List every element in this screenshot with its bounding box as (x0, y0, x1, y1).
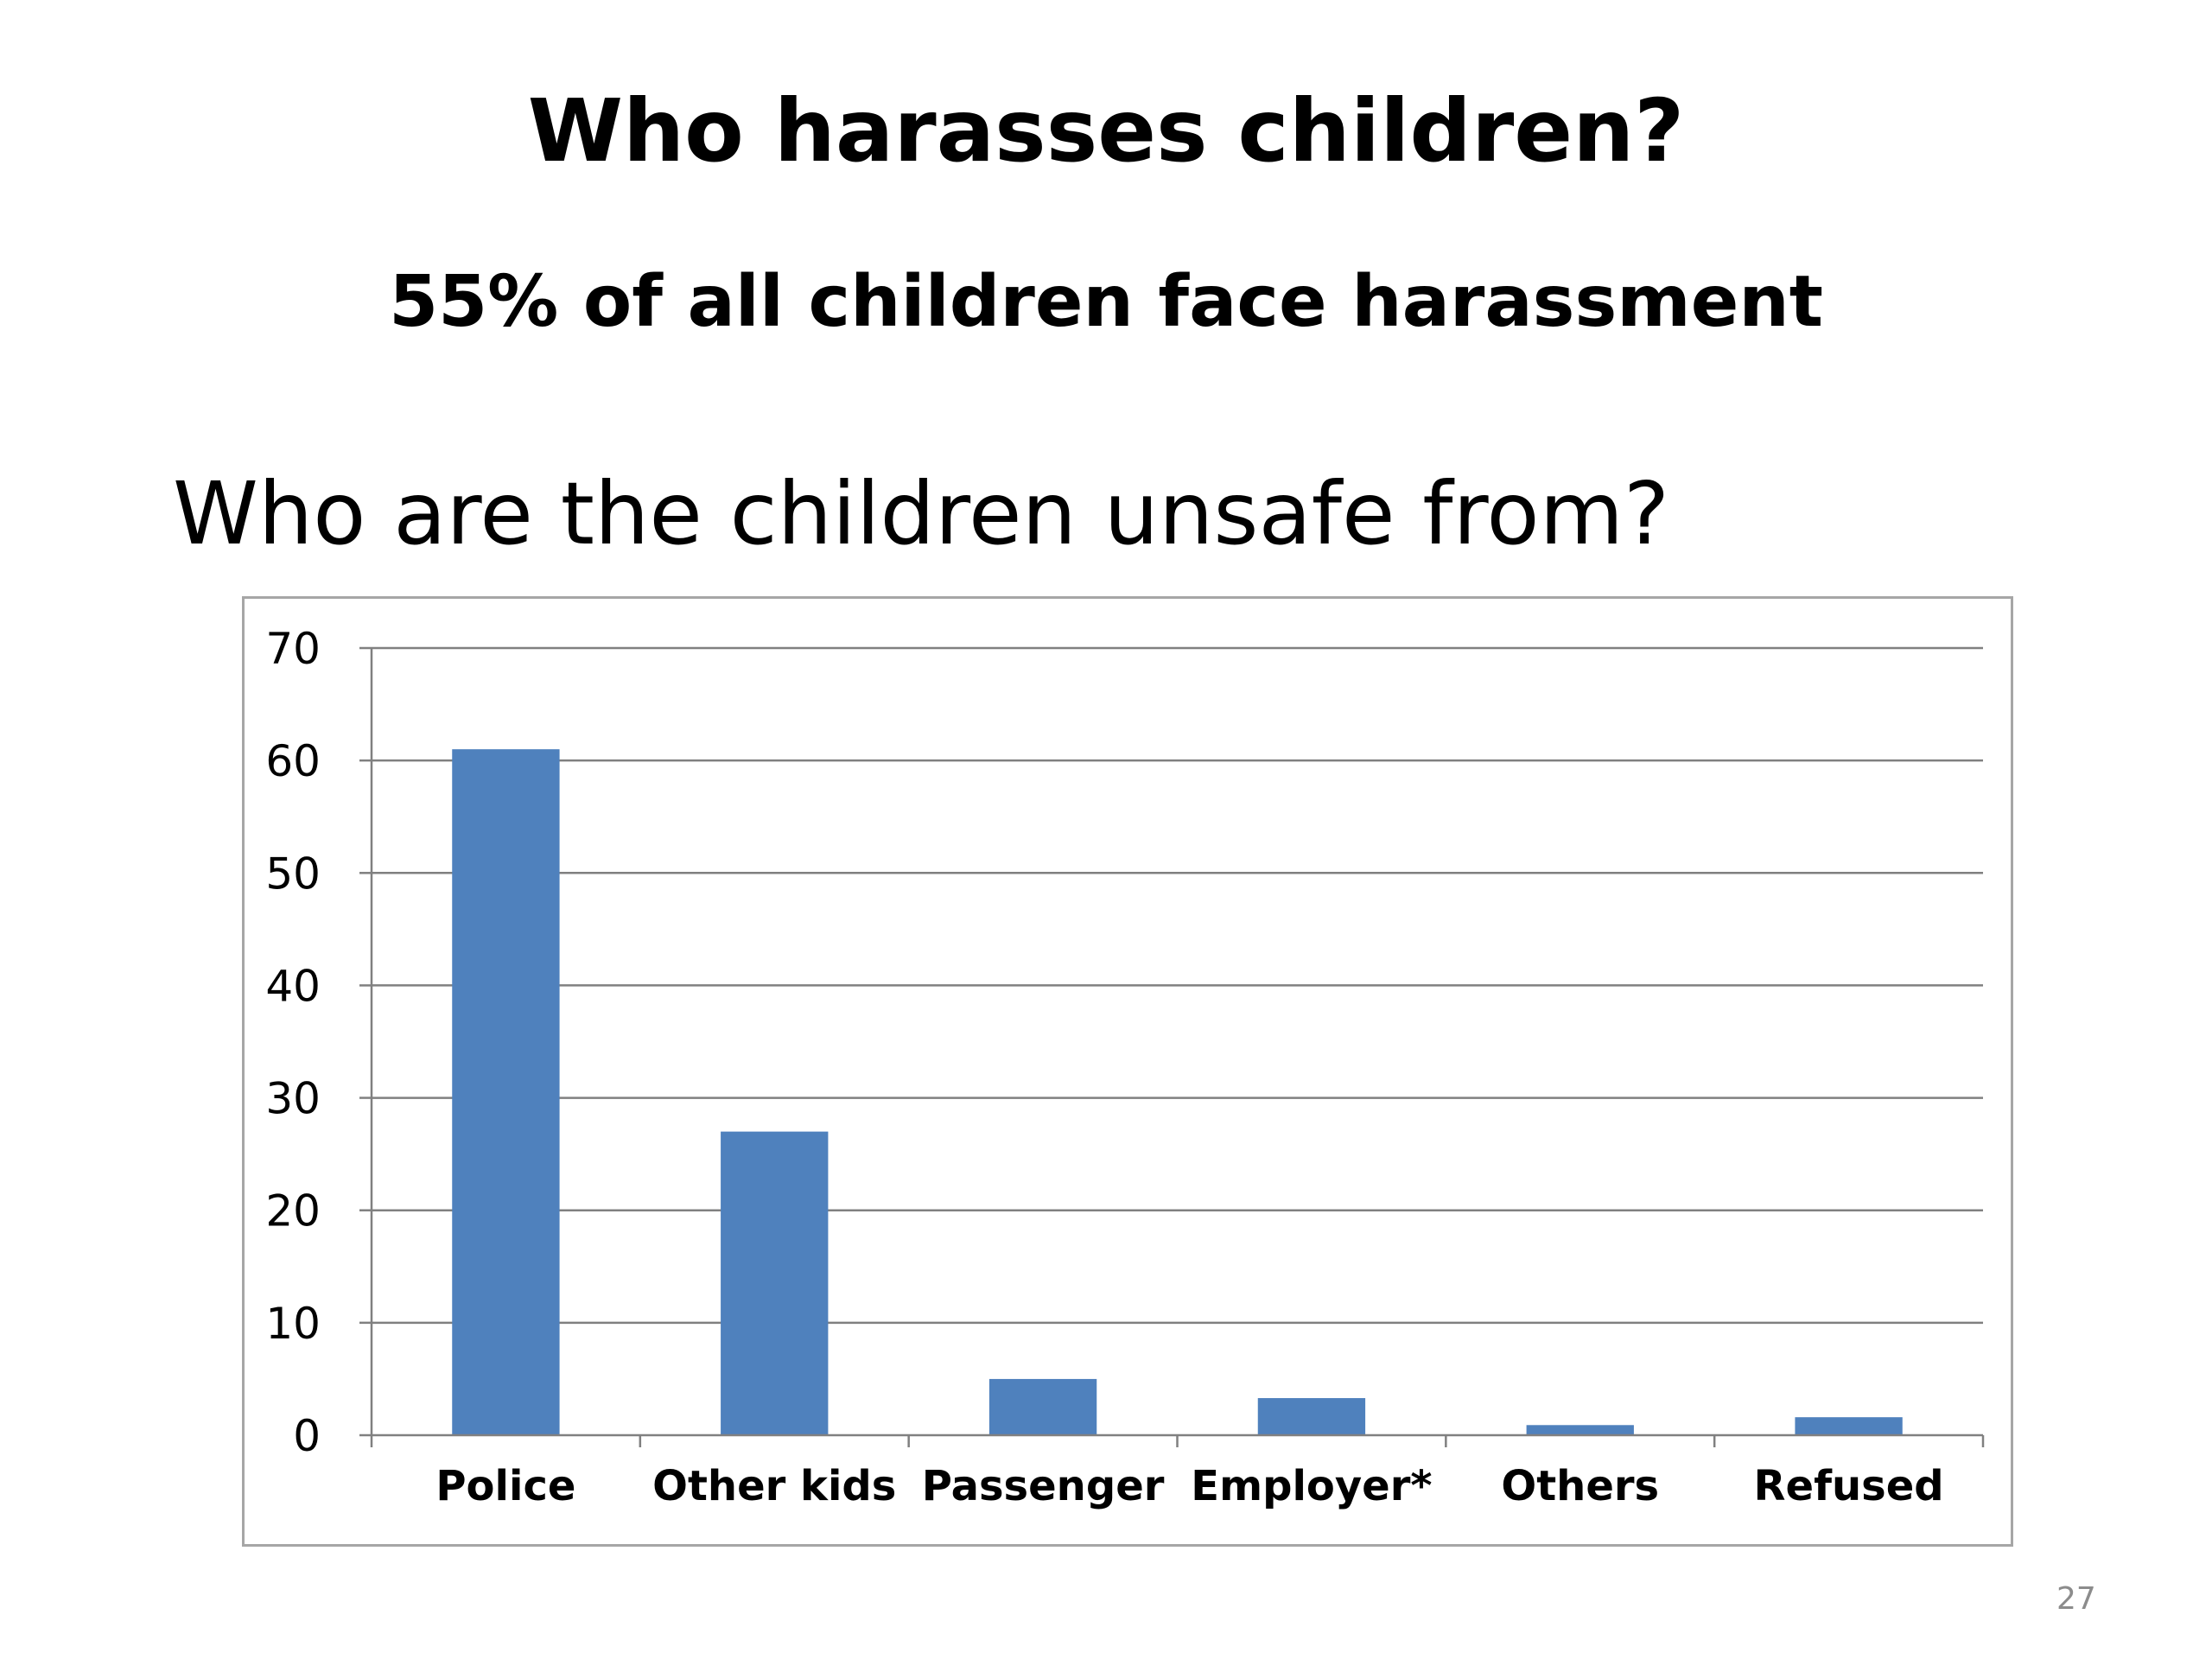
chart-area: 0 10 20 30 40 50 60 70 Police Other kids Passenger… (242, 596, 2013, 1547)
bar-employer (1257, 1398, 1366, 1435)
y-tick-label: 0 (293, 1411, 321, 1461)
x-category-label: Refused (1754, 1462, 1944, 1510)
bar-chart: 0 10 20 30 40 50 60 70 Police Other kids Passenger… (265, 624, 1985, 1510)
bar-passenger (988, 1378, 1097, 1435)
gridlines (372, 646, 1983, 1325)
slide-subtitle: 55% of all children face harassment (389, 261, 1823, 343)
x-category-label: Police (435, 1462, 575, 1510)
y-tick-label: 60 (265, 736, 321, 786)
x-category-label: Passenger (922, 1462, 1165, 1510)
y-tick-label: 50 (265, 849, 321, 899)
bars (452, 749, 1903, 1435)
x-category-label: Other kids (652, 1462, 896, 1510)
y-tick-label: 20 (265, 1186, 321, 1236)
y-tick-label: 40 (265, 961, 321, 1011)
bar-other-kids (721, 1131, 829, 1435)
y-tick-label: 10 (265, 1299, 321, 1349)
y-tick-label: 70 (265, 624, 321, 674)
page-number: 27 (2056, 1581, 2096, 1617)
bar-refused (1795, 1417, 1903, 1435)
bar-others (1526, 1425, 1634, 1435)
slide-title: Who harasses children? (527, 80, 1685, 181)
chart-question: Who are the children unsafe from? (173, 463, 1670, 564)
labels: 0 10 20 30 40 50 60 70 Police Other kids Passenger… (265, 624, 1943, 1510)
y-tick-label: 30 (265, 1074, 321, 1124)
x-category-label: Others (1501, 1462, 1659, 1510)
x-category-label: Employer* (1191, 1462, 1432, 1510)
axes (359, 646, 1985, 1447)
bar-police (452, 749, 560, 1435)
